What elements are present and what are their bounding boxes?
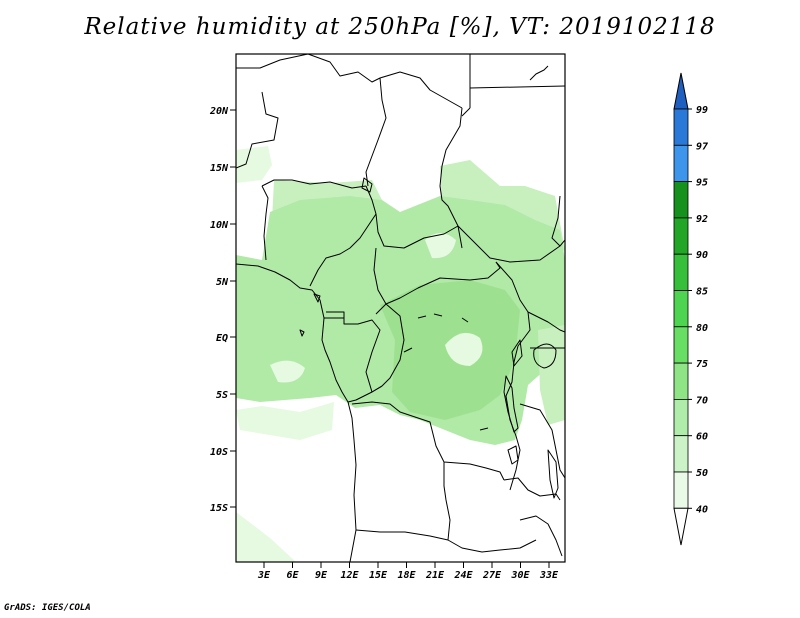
lake-tanganyika-outline (503, 375, 519, 433)
lake-victoria-outline (533, 343, 557, 369)
lat-label: 5S (216, 390, 228, 401)
lon-label: 24E (453, 570, 473, 581)
lake-mweru-outline (507, 445, 519, 465)
colorbar-level-label: 60 (696, 432, 708, 443)
colorbar-level-label: 99 (696, 105, 708, 116)
border-tanzania-south (519, 403, 565, 479)
rh-dry-spot-2 (425, 233, 456, 259)
lon-label: 18E (397, 570, 416, 581)
coastline-west-africa (236, 263, 357, 562)
border-benin-nigeria (261, 185, 269, 261)
border-drc-uganda-rwanda (505, 311, 531, 491)
rh-area-east-africa (538, 325, 565, 425)
border-libya-sudan (461, 107, 471, 117)
lat-label: 10N (210, 220, 229, 231)
lon-label: 27E (482, 570, 502, 581)
border-zambia-mozambique (519, 515, 563, 557)
border-congo-drc (347, 303, 405, 403)
colorbar-level-label: 85 (696, 287, 708, 298)
island-sao-tome (299, 329, 305, 337)
border-angola-zambia (443, 462, 537, 553)
lat-label: 5N (216, 277, 229, 288)
colorbar-segment (673, 435, 689, 473)
border-namibia-angola (355, 529, 449, 541)
border-uganda-kenya (527, 311, 565, 333)
colorbar-level-label: 70 (696, 395, 708, 406)
border-mali-niger (236, 91, 279, 169)
lon-label: 33E (539, 570, 559, 581)
colorbar-segment (673, 253, 689, 291)
colorbar-arrow-top (673, 72, 689, 110)
colorbar-level-label: 90 (696, 250, 708, 261)
nile-delta-coast (529, 65, 549, 81)
lat-label: EQ (216, 333, 228, 344)
lat-label: 15N (210, 163, 229, 174)
border-niger-libya (307, 54, 463, 109)
humidity-fill-layer (236, 146, 565, 562)
colorbar-level-label: 95 (696, 178, 708, 189)
colorbar-level-label: 75 (696, 359, 708, 370)
colorbar-segment (673, 290, 689, 328)
border-chad-car (375, 213, 459, 249)
colorbar-level-label: 50 (696, 468, 708, 479)
colorbar-segment (673, 471, 689, 509)
lat-label: 10S (210, 447, 228, 458)
lat-label: 15S (210, 503, 228, 514)
lon-label: 9E (315, 570, 328, 581)
rh-area-atlantic (236, 402, 334, 440)
lon-label: 30E (510, 570, 530, 581)
colorbar-level-label: 80 (696, 323, 708, 334)
country-borders (236, 54, 565, 562)
colorbar-level-label: 97 (696, 141, 708, 152)
colorbar-segment (673, 181, 689, 219)
lake-albert-outline (511, 339, 523, 367)
river-lakes-drc (403, 313, 489, 431)
lon-label: 6E (286, 570, 299, 581)
border-cameroon-car (373, 247, 387, 315)
latitude-axis: 20N 15N 10N 5N EQ 5S 10S 15S (209, 106, 236, 514)
border-algeria-niger (236, 54, 309, 69)
lon-label: 3E (257, 570, 271, 581)
rh-area-southwest-corner (236, 512, 296, 562)
lat-label: 20N (209, 106, 229, 117)
border-car-drc (385, 261, 501, 305)
grads-credit: GrADS: IGES/COLA (4, 603, 91, 613)
border-niger-nigeria (261, 179, 367, 189)
rh-area-sahel-west (236, 146, 272, 183)
lon-label: 12E (340, 570, 359, 581)
island-bioko (313, 293, 321, 303)
border-egypt-sudan (469, 85, 565, 89)
border-south-sudan-drc (495, 261, 529, 313)
rh-dry-spot-1 (445, 332, 483, 366)
lon-label: 21E (425, 570, 445, 581)
border-niger-chad (365, 77, 387, 187)
colorbar-legend: 99 97 95 92 90 85 80 75 70 60 50 40 (673, 72, 708, 546)
colorbar-segment (673, 108, 689, 146)
colorbar-segment (673, 144, 689, 183)
rh-dry-spot-3 (270, 360, 305, 383)
colorbar-arrow-bottom (673, 507, 689, 546)
border-south-sudan-ethiopia (551, 195, 561, 247)
colorbar-segment (673, 217, 689, 255)
colorbar-level-label: 92 (696, 214, 708, 225)
lake-chad-outline (361, 177, 373, 193)
longitude-axis: 3E 6E 9E 12E 15E 18E 21E 24E 27E 30E 33E (257, 562, 559, 581)
colorbar-segment (673, 362, 689, 400)
colorbar-level-label: 40 (696, 504, 708, 515)
border-nigeria-cameroon (309, 185, 377, 287)
lake-malawi-outline (547, 449, 559, 499)
border-zambia-drc-north (503, 477, 561, 501)
border-drc-angola (351, 401, 505, 481)
map-title: Relative humidity at 250hPa [%], VT: 201… (84, 14, 716, 40)
border-chad-sudan (439, 107, 463, 249)
colorbar-segment (673, 326, 689, 364)
lon-label: 15E (369, 570, 388, 581)
colorbar-segment (673, 398, 689, 437)
map-frame (235, 53, 566, 563)
